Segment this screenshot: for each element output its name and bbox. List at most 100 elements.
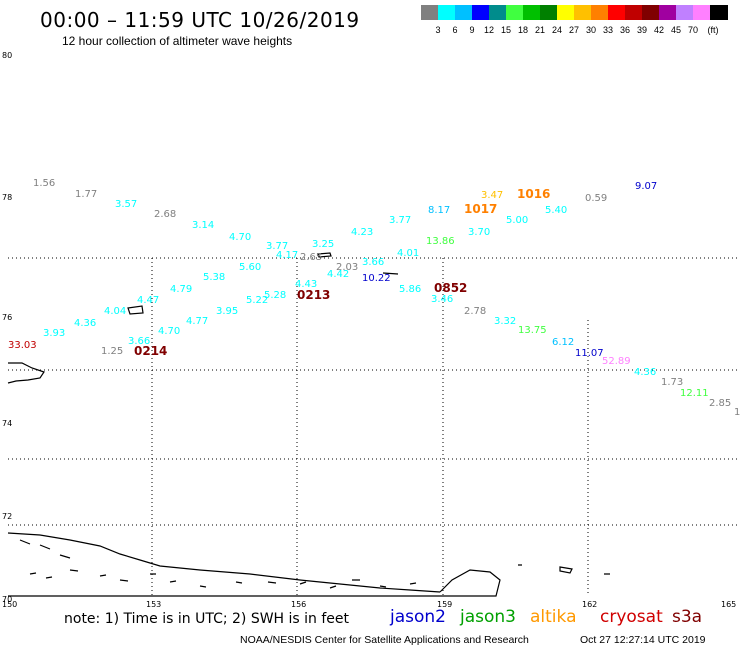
wave-height-value: 2.65 [300,252,322,263]
wave-height-labels: 1.56 1.77 3.57 2.68 3.14 4.70 3.77 3.25 4.17 2.65… [8,178,740,418]
wave-height-value: 3.93 [43,328,65,339]
wave-height-value: 3.66 [362,257,384,268]
wave-height-value: 0.59 [585,193,607,204]
color-scale-label: 6 [452,25,458,35]
color-swatch [472,5,490,20]
wave-height-value: 5.00 [506,215,528,226]
wave-height-value: 5.38 [203,272,225,283]
latitude-label: 74 [2,419,12,428]
latitude-label: 76 [2,313,12,322]
color-swatch [489,5,507,20]
color-swatch [642,5,660,20]
wave-height-value: 3.25 [312,239,334,250]
wave-height-value: 5.22 [246,295,268,306]
wave-height-value: 5.60 [239,262,261,273]
color-swatch [557,5,575,20]
wave-height-value: 4.01 [397,248,419,259]
wave-height-value: 1.73 [661,377,683,388]
legend-cryosat: cryosat [600,607,663,627]
wave-height-value: 2.68 [154,209,176,220]
latitude-label: 72 [2,512,12,521]
color-scale-label: 39 [636,25,647,35]
wave-height-value: 33.03 [8,340,37,351]
wave-height-value: 5.40 [545,205,567,216]
color-swatch [574,5,592,20]
color-swatch [506,5,524,20]
latitude-label: 80 [2,51,12,60]
wave-height-value: 8.17 [428,205,450,216]
wave-height-value: 3.77 [389,215,411,226]
wave-height-value: 4.70 [158,326,180,337]
wave-height-value: 10.22 [362,273,391,284]
pass-time-label: 1016 [517,187,550,201]
wave-height-value: 13.86 [426,236,455,247]
wave-height-value: 3.77 [266,241,288,252]
wave-height-value: 3.46 [431,294,453,305]
wave-height-value: 4.04 [104,306,126,317]
color-scale-label: 70 [687,25,698,35]
wave-height-value: 4.77 [186,316,208,327]
longitude-label: 162 [582,600,597,609]
color-scale-label: 45 [670,25,681,35]
wave-height-value: 2.85 [709,398,731,409]
wave-height-value: 4.17 [276,250,298,261]
wave-height-value: 5.86 [399,284,421,295]
wave-height-value: 3.66 [128,336,150,347]
wave-height-value: 4.43 [295,279,317,290]
color-scale-label: 3 [435,25,441,35]
color-scale-label: 18 [517,25,528,35]
color-scale-label: 33 [602,25,613,35]
color-swatch [438,5,456,20]
longitude-label: 165 [721,600,736,609]
coastline [7,252,610,597]
pass-time-label: 0214 [134,344,167,358]
wave-height-value: 52.89 [602,356,631,367]
color-swatch [540,5,558,20]
wave-height-value: 4.36 [634,367,656,378]
wave-height-value: 4.79 [170,284,192,295]
wave-height-value: 1.77 [75,189,97,200]
footer-note: note: 1) Time is in UTC; 2) SWH is in fe… [64,611,350,627]
credit-line: NOAA/NESDIS Center for Satellite Applica… [240,634,529,646]
wave-height-value: 3.14 [192,220,214,231]
color-swatch [676,5,694,20]
color-swatch [710,5,728,20]
wave-height-value: 2.03 [336,262,358,273]
wave-height-value: 1.56 [33,178,55,189]
color-scale-label: 24 [551,25,562,35]
wave-height-value: 6.12 [552,337,574,348]
legend-jason3: jason3 [460,607,516,627]
color-scale-label: 21 [534,25,545,35]
wave-height-value: 1.25 [101,346,123,357]
legend-jason2: jason2 [390,607,446,627]
wave-height-value: 12.11 [680,388,709,399]
wave-height-value: 3.70 [468,227,490,238]
color-scale-label: 30 [585,25,596,35]
color-swatch [608,5,626,20]
generation-timestamp: Oct 27 12:27:14 UTC 2019 [580,634,706,646]
legend-altika: altika [530,607,577,627]
color-scale-label: 42 [653,25,664,35]
latitude-label: 78 [2,193,12,202]
color-scale-label: 12 [483,25,494,35]
wave-height-value: 2.78 [464,306,486,317]
legend-s3a: s3a [672,607,703,627]
color-swatch [455,5,473,20]
wave-height-value: 5.28 [264,290,286,301]
color-swatch [625,5,643,20]
longitude-label: 159 [437,600,452,609]
wave-height-value: 3.47 [481,190,503,201]
wave-height-value: 4.42 [327,269,349,280]
longitude-label: 153 [146,600,161,609]
longitude-label: 150 [2,600,17,609]
wave-height-value: 4.36 [74,318,96,329]
color-swatch [591,5,609,20]
color-swatch [659,5,677,20]
color-scale-label: 9 [469,25,475,35]
wave-height-value: 4.47 [137,295,159,306]
pass-time-label: 1017 [464,202,497,216]
wave-height-value: 1 [734,407,740,418]
color-scale-label: 27 [568,25,579,35]
